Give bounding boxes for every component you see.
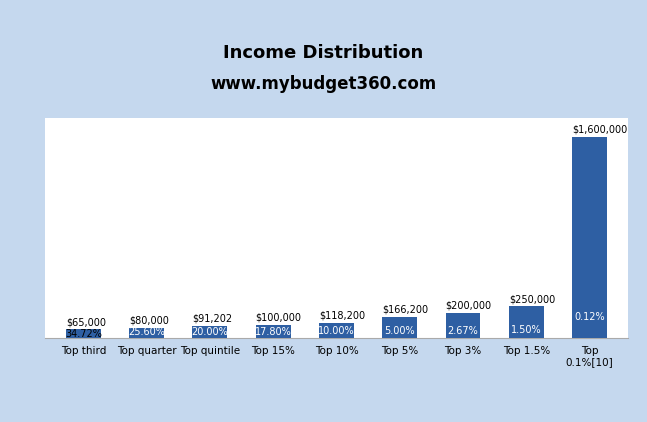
Bar <box>446 313 481 338</box>
Bar <box>129 327 164 338</box>
Text: 10.00%: 10.00% <box>318 326 355 336</box>
Bar <box>256 325 291 338</box>
Text: $80,000: $80,000 <box>129 315 169 325</box>
Text: 5.00%: 5.00% <box>384 326 415 336</box>
Text: $1,600,000: $1,600,000 <box>572 125 628 135</box>
Bar <box>192 326 227 338</box>
Text: 20.00%: 20.00% <box>192 327 228 337</box>
Text: 2.67%: 2.67% <box>448 326 478 335</box>
Text: $250,000: $250,000 <box>509 294 555 304</box>
Bar <box>319 323 354 338</box>
Text: $166,200: $166,200 <box>382 305 428 314</box>
Text: $200,000: $200,000 <box>446 300 492 310</box>
Bar <box>66 330 101 338</box>
Text: 34.72%: 34.72% <box>65 328 102 338</box>
Text: 17.80%: 17.80% <box>255 327 292 337</box>
Text: www.mybudget360.com: www.mybudget360.com <box>210 76 437 93</box>
Text: $91,202: $91,202 <box>192 314 232 324</box>
Bar <box>509 306 543 338</box>
Text: Income Distribution: Income Distribution <box>223 44 424 62</box>
Text: 1.50%: 1.50% <box>511 325 542 335</box>
Text: $100,000: $100,000 <box>256 313 302 323</box>
Bar <box>382 317 417 338</box>
Text: $65,000: $65,000 <box>66 317 106 327</box>
Text: 0.12%: 0.12% <box>575 311 605 322</box>
Text: 25.60%: 25.60% <box>128 327 165 337</box>
Text: $118,200: $118,200 <box>319 311 365 321</box>
Bar <box>572 137 607 338</box>
